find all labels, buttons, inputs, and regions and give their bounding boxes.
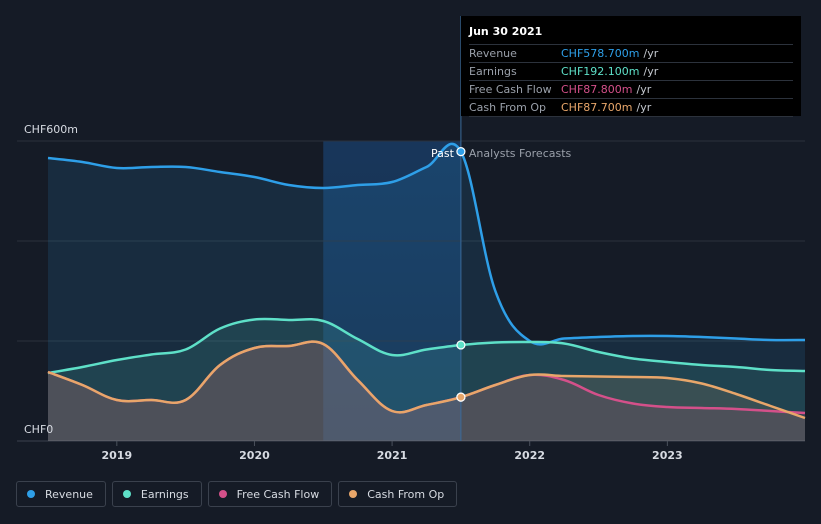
tooltip-unit: /yr xyxy=(643,65,659,78)
revenue-area xyxy=(48,143,805,442)
legend-item-free-cash-flow[interactable]: Free Cash Flow xyxy=(207,481,333,507)
earnings-area xyxy=(48,318,805,441)
tooltip-value: CHF578.700m xyxy=(561,47,640,60)
legend-label: Revenue xyxy=(45,487,93,501)
tooltip-unit: /yr xyxy=(643,47,659,60)
x-tick-label: 2022 xyxy=(514,449,545,462)
tooltip-value: CHF87.800m xyxy=(561,83,633,96)
x-tick-label: 2023 xyxy=(652,449,683,462)
legend-item-cash-from-op[interactable]: Cash From Op xyxy=(338,481,458,507)
tooltip-value: CHF192.100m xyxy=(561,65,640,78)
tooltip-unit: /yr xyxy=(636,83,652,96)
y-axis-bottom-label: CHF0 xyxy=(24,423,53,436)
series-areas xyxy=(48,143,805,442)
tooltip-label: Cash From Op xyxy=(469,101,547,114)
tooltip-row-cash-from-op: Cash From Op CHF87.700m /yr xyxy=(469,99,793,117)
earnings-marker xyxy=(456,340,466,350)
legend-label: Earnings xyxy=(140,487,189,501)
earnings-dot-icon xyxy=(122,490,131,498)
free-cash-flow-area xyxy=(48,341,805,441)
legend-item-earnings[interactable]: Earnings xyxy=(111,481,202,507)
tooltip-row-free-cash-flow: Free Cash Flow CHF87.800m /yr xyxy=(469,81,793,99)
series-lines xyxy=(47,142,806,420)
revenue-dot-icon xyxy=(27,490,35,498)
cash-from-op-area xyxy=(48,341,805,441)
y-axis-top-label: CHF600m xyxy=(24,123,78,136)
cash-from-op-dot-icon xyxy=(349,490,358,498)
legend-label: Cash From Op xyxy=(367,487,445,501)
legend-label: Free Cash Flow xyxy=(236,487,320,501)
x-tick-label: 2021 xyxy=(377,449,408,462)
free-cash-flow-dot-icon xyxy=(218,490,227,498)
cash-from-op-line xyxy=(47,340,806,420)
past-label: Past xyxy=(431,147,455,160)
tooltip-label: Revenue xyxy=(469,47,517,60)
legend-item-revenue[interactable]: Revenue xyxy=(16,481,106,507)
series-markers xyxy=(456,147,466,402)
x-tick-label: 2020 xyxy=(239,449,270,462)
tooltip-unit: /yr xyxy=(636,101,652,114)
forecast-label: Analysts Forecasts xyxy=(469,147,572,160)
revenue-marker xyxy=(456,147,466,157)
tooltip-date: Jun 30 2021 xyxy=(469,25,793,45)
gridlines xyxy=(17,140,805,442)
tooltip-row-revenue: Revenue CHF578.700m /yr xyxy=(469,45,793,63)
past-highlight-region xyxy=(323,141,461,441)
revenue-line xyxy=(47,142,806,346)
tooltip-label: Earnings xyxy=(469,65,517,78)
tooltip-label: Free Cash Flow xyxy=(469,83,552,96)
x-axis: 2019 2020 2021 2022 2023 xyxy=(102,441,683,462)
tooltip: Jun 30 2021 Revenue CHF578.700m /yr Earn… xyxy=(461,16,801,117)
tooltip-row-earnings: Earnings CHF192.100m /yr xyxy=(469,63,793,81)
x-tick-label: 2019 xyxy=(102,449,133,462)
earnings-line xyxy=(47,317,806,375)
tooltip-value: CHF87.700m xyxy=(561,101,633,114)
legend: Revenue Earnings Free Cash Flow Cash Fro… xyxy=(16,481,458,507)
cash-from-op-marker xyxy=(456,392,466,402)
